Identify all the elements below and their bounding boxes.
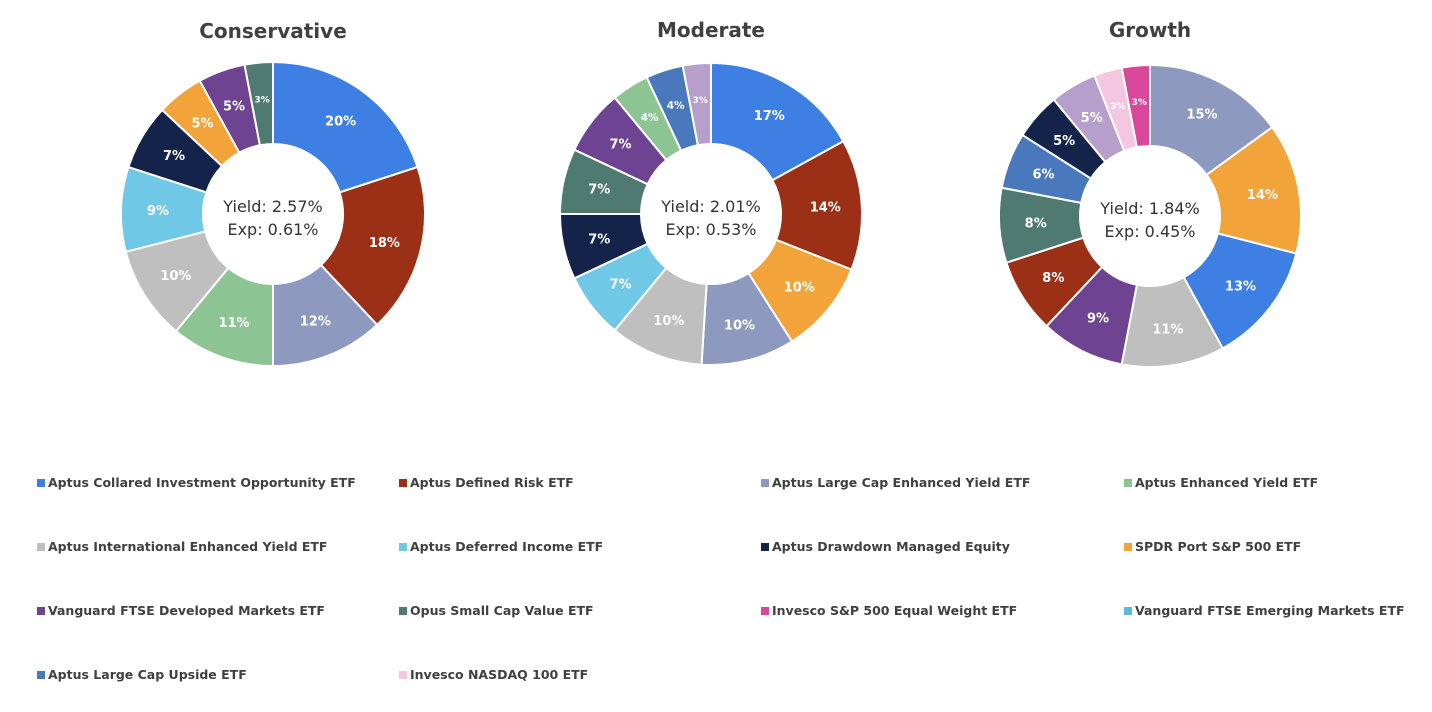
chart-title: Conservative [199,19,347,43]
legend-swatch [399,606,407,615]
legend-item: Aptus Large Cap Upside ETF [37,667,247,682]
slice-label: 10% [784,281,815,296]
legend-label: Aptus Large Cap Upside ETF [48,667,247,682]
donut-slice [681,61,712,147]
slice-label: 9% [147,204,169,219]
chart-conservative: Conservative 20% 18% 12% 11% 10% 9% 7% 5% 5% 3% Yie… [120,19,426,368]
slice-label: 7% [163,149,185,164]
chart-title: Growth [1109,18,1191,42]
legend-item: Aptus Defined Risk ETF [399,475,574,490]
legend-label: Vanguard FTSE Emerging Markets ETF [1135,603,1405,618]
chart-moderate: Moderate 17% 14% 10% 10% 10% 7% 7% 7% 7% 4% 4% 3% Yie… [558,18,863,366]
legend-swatch [761,478,769,487]
slice-label: 7% [609,278,631,293]
center-yield: Yield: 2.01% [660,197,760,216]
legend-item: Aptus International Enhanced Yield ETF [37,539,327,554]
legend-item: Aptus Collared Investment Opportunity ET… [37,475,356,490]
slice-label: 15% [1186,108,1217,123]
legend-swatch [1124,478,1132,487]
legend-label: Aptus Large Cap Enhanced Yield ETF [772,475,1031,490]
legend-label: Aptus Collared Investment Opportunity ET… [48,475,356,490]
slice-label: 3% [255,96,270,106]
slice-label: 18% [369,236,400,251]
legend-label: Vanguard FTSE Developed Markets ETF [48,603,325,618]
donut-slice [272,60,419,194]
legend-item: SPDR Port S&P 500 ETF [1124,539,1301,554]
legend-swatch [37,478,45,487]
legend-label: SPDR Port S&P 500 ETF [1135,539,1302,554]
legend-item: Invesco S&P 500 Equal Weight ETF [761,603,1017,618]
legend-item: Aptus Enhanced Yield ETF [1124,475,1318,490]
legend-label: Aptus Deferred Income ETF [410,539,604,554]
legend-swatch [399,478,407,487]
slice-label: 13% [1225,280,1256,295]
slice-label: 3% [693,96,708,106]
legend-swatch [761,606,769,615]
legend-item: Vanguard FTSE Emerging Markets ETF [1124,603,1405,618]
legend-swatch [37,670,45,679]
slice-label: 4% [641,112,659,124]
slice-label: 3% [1110,102,1125,112]
legend-label: Aptus Drawdown Managed Equity [772,539,1010,554]
slice-label: 20% [325,115,356,130]
donut-charts: Conservative 20% 18% 12% 11% 10% 9% 7% 5% 5% 3% Yie… [120,18,1302,368]
legend-swatch [761,542,769,551]
legend-swatch [399,542,407,551]
slice-label: 10% [724,318,755,333]
legend-item: Aptus Large Cap Enhanced Yield ETF [761,475,1030,490]
slice-label: 7% [588,233,610,248]
center-yield: Yield: 2.57% [222,197,322,216]
slice-label: 8% [1025,217,1047,232]
donut-slice [1120,63,1151,149]
legend-swatch [1124,542,1132,551]
legend-label: Opus Small Cap Value ETF [410,603,594,618]
slice-label: 11% [1152,323,1183,338]
legend-label: Invesco NASDAQ 100 ETF [410,667,589,682]
legend-item: Opus Small Cap Value ETF [399,603,594,618]
slice-label: 5% [223,99,245,114]
slice-label: 5% [1081,111,1103,126]
center-exp: Exp: 0.61% [227,220,318,239]
legend-swatch [37,542,45,551]
legend-item: Aptus Deferred Income ETF [399,539,603,554]
legend-label: Aptus Defined Risk ETF [410,475,574,490]
slice-label: 4% [667,100,685,112]
legend-item: Vanguard FTSE Developed Markets ETF [37,603,325,618]
donut-slice [243,60,274,147]
center-exp: Exp: 0.45% [1104,222,1195,241]
legend-swatch [1124,606,1132,615]
legend-swatch [37,606,45,615]
donut-slice [319,165,426,327]
center-exp: Exp: 0.53% [665,220,756,239]
slice-label: 10% [653,314,684,329]
slice-label: 5% [1053,134,1075,149]
chart-growth: Growth 15% 14% 13% 11% 9% 8% 8% 6% 5% 5% 3% 3% Yield:… [997,18,1302,368]
slice-label: 14% [810,200,841,215]
legend-swatch [399,670,407,679]
legend-item: Aptus Drawdown Managed Equity [761,539,1010,554]
slice-label: 12% [300,314,331,329]
slice-label: 6% [1033,167,1055,182]
slice-label: 3% [1132,98,1147,108]
slice-label: 7% [588,183,610,198]
slice-label: 10% [160,269,191,284]
legend-label: Aptus International Enhanced Yield ETF [48,539,328,554]
slice-label: 9% [1087,312,1109,327]
slice-label: 8% [1042,271,1064,286]
legend-label: Aptus Enhanced Yield ETF [1135,475,1319,490]
slice-label: 17% [754,109,785,124]
slice-label: 11% [218,316,249,331]
center-yield: Yield: 1.84% [1099,199,1199,218]
slice-label: 5% [191,117,213,132]
legend-label: Invesco S&P 500 Equal Weight ETF [772,603,1018,618]
donut-slice [710,61,845,182]
chart-title: Moderate [657,18,765,42]
slice-label: 7% [609,137,631,152]
legend-item: Invesco NASDAQ 100 ETF [399,667,588,682]
slice-label: 14% [1247,188,1278,203]
